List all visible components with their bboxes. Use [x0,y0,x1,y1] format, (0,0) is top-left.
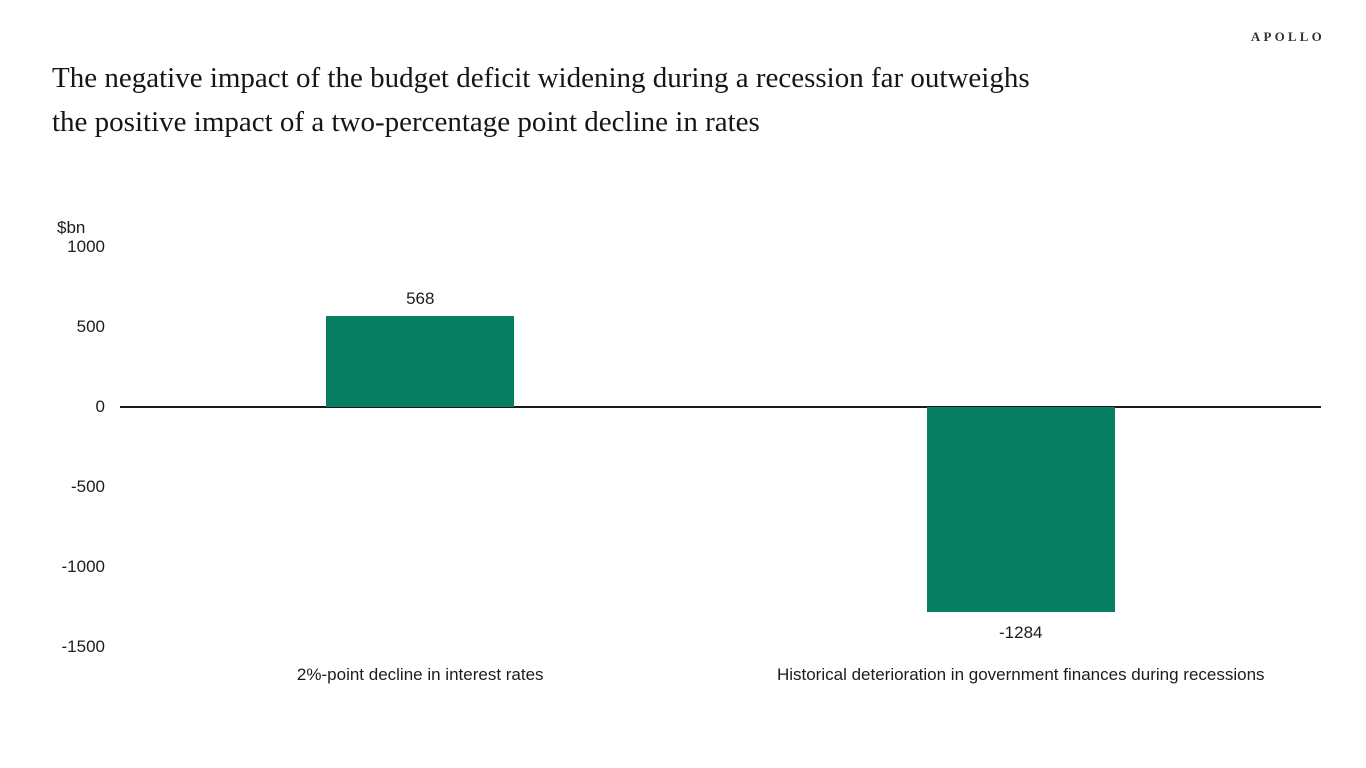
y-axis-unit-label: $bn [57,218,86,237]
category-label: 2%-point decline in interest rates [296,665,544,684]
chart-title-line-2: the positive impact of a two-percentage … [52,106,760,138]
y-axis-tick-label: 500 [76,317,105,336]
chart-title: The negative impact of the budget defici… [52,56,1314,144]
bar-value-label: -1284 [999,623,1043,643]
y-axis-tick-label: 1000 [67,237,105,256]
y-axis-tick-label: -1000 [61,557,105,576]
y-axis-tick-label: 0 [95,397,105,416]
zero-axis-line [120,406,1321,408]
y-axis-tick-label: -500 [70,477,105,496]
bar-negative [926,407,1115,613]
apollo-logo: APOLLO [1250,29,1325,44]
y-axis-tick-label: -1500 [61,637,105,656]
bar-positive [326,316,515,407]
chart-title-line-1: The negative impact of the budget defici… [52,62,1030,94]
bar-value-label: 568 [406,289,435,309]
category-label: Historical deterioration in government f… [776,665,1265,684]
